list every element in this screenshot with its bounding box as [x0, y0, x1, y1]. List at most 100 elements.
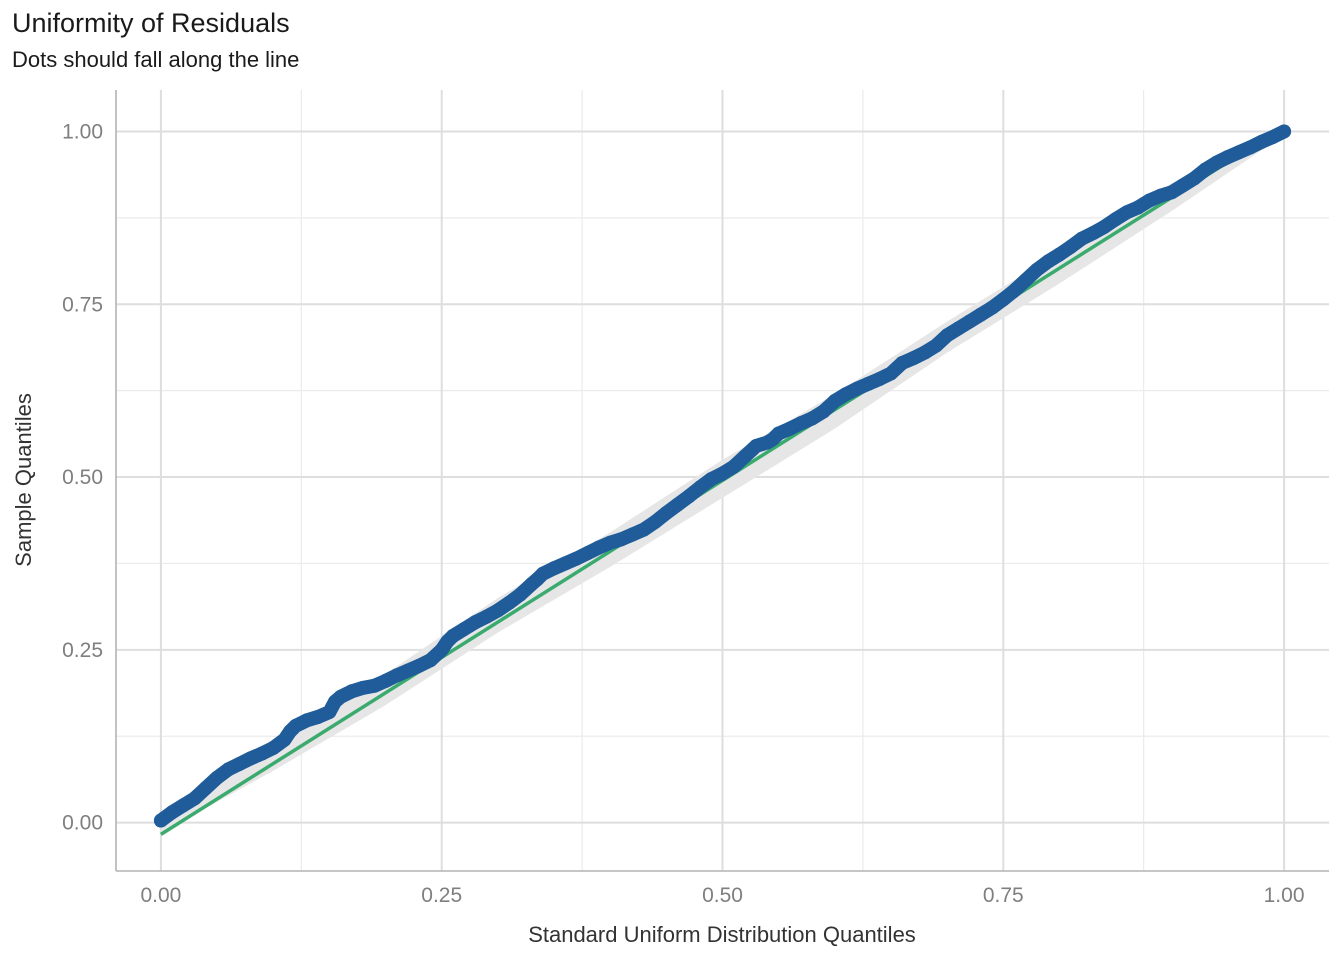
- data-point: [367, 678, 382, 693]
- data-point: [580, 546, 595, 561]
- data-point: [490, 603, 505, 618]
- y-tick-label: 1.00: [62, 120, 103, 143]
- data-point: [794, 416, 809, 431]
- tick-labels: 0.00 0.25 0.50 0.75 1.00 0.00 0.25 0.50 0.75 1.00: [62, 120, 1304, 907]
- data-point: [1029, 262, 1044, 277]
- data-point: [412, 658, 427, 673]
- data-point: [805, 411, 820, 426]
- data-point: [401, 663, 416, 678]
- data-point: [378, 673, 393, 688]
- data-point: [210, 770, 225, 785]
- data-point: [1187, 171, 1202, 186]
- data-point: [165, 805, 180, 820]
- data-point: [1243, 140, 1258, 155]
- data-point: [322, 705, 337, 720]
- data-point: [389, 668, 404, 683]
- data-point: [1131, 200, 1146, 215]
- data-point: [872, 371, 887, 386]
- data-point: [951, 321, 966, 336]
- data-point: [468, 615, 483, 630]
- chart-title: Uniformity of Residuals: [12, 8, 290, 38]
- data-point: [962, 314, 977, 329]
- data-point: [906, 351, 921, 366]
- data-point: [726, 459, 741, 474]
- data-point: [1063, 239, 1078, 254]
- data-point: [457, 622, 472, 637]
- x-tick-label: 0.00: [140, 884, 181, 907]
- data-point: [266, 740, 281, 755]
- x-tick-label: 0.25: [421, 884, 462, 907]
- y-tick-label: 0.25: [62, 639, 103, 662]
- data-point: [423, 653, 438, 668]
- data-point: [547, 561, 562, 576]
- data-point: [1007, 283, 1022, 298]
- data-point: [1086, 226, 1101, 241]
- data-point: [771, 426, 786, 441]
- data-point: [681, 489, 696, 504]
- y-tick-label: 0.50: [62, 466, 103, 489]
- axes: [115, 90, 1329, 872]
- data-point: [569, 551, 584, 566]
- data-point: [850, 381, 865, 396]
- data-point: [299, 713, 314, 728]
- data-point: [221, 762, 236, 777]
- data-point: [232, 756, 247, 771]
- data-point: [625, 527, 640, 542]
- data-point: [243, 751, 258, 766]
- data-point: [985, 300, 1000, 315]
- x-tick-label: 0.50: [702, 884, 743, 907]
- data-point: [1220, 150, 1235, 165]
- data-point: [333, 689, 348, 704]
- data-point: [153, 813, 168, 828]
- data-point: [895, 356, 910, 371]
- data-point: [1041, 254, 1056, 269]
- data-point: [614, 532, 629, 547]
- data-point: [591, 540, 606, 555]
- data-point: [356, 680, 371, 695]
- data-point: [513, 587, 528, 602]
- data-point: [973, 307, 988, 322]
- data-point: [479, 609, 494, 624]
- data-point: [1018, 273, 1033, 288]
- data-point: [187, 791, 202, 806]
- data-point: [1277, 124, 1292, 139]
- data-point: [1097, 219, 1112, 234]
- data-point: [883, 366, 898, 381]
- data-point: [648, 514, 663, 529]
- data-point: [704, 472, 719, 487]
- data-point: [1265, 129, 1280, 144]
- data-point: [917, 345, 932, 360]
- data-point: [1232, 145, 1247, 160]
- data-point: [255, 746, 270, 761]
- data-point: [1108, 212, 1123, 227]
- chart-subtitle: Dots should fall along the line: [12, 47, 300, 72]
- data-point: [1142, 193, 1157, 208]
- data-point: [344, 684, 359, 699]
- data-point: [659, 505, 674, 520]
- data-point: [636, 522, 651, 537]
- data-point: [749, 438, 764, 453]
- data-point: [1175, 178, 1190, 193]
- series-layer: [153, 124, 1292, 828]
- data-point: [693, 480, 708, 495]
- data-point: [839, 387, 854, 402]
- data-point: [861, 376, 876, 391]
- data-point: [816, 404, 831, 419]
- data-point: [535, 566, 550, 581]
- data-point: [996, 292, 1011, 307]
- data-point: [311, 709, 326, 724]
- data-point: [1153, 188, 1168, 203]
- data-point: [1164, 185, 1179, 200]
- data-point: [737, 449, 752, 464]
- data-point: [715, 466, 730, 481]
- data-point: [670, 497, 685, 512]
- data-point: [782, 421, 797, 436]
- data-point: [502, 595, 517, 610]
- data-point: [928, 338, 943, 353]
- data-point: [1254, 134, 1269, 149]
- y-tick-label: 0.00: [62, 812, 103, 835]
- data-point: [1198, 162, 1213, 177]
- data-point: [940, 328, 955, 343]
- data-point: [558, 556, 573, 571]
- data-point: [176, 798, 191, 813]
